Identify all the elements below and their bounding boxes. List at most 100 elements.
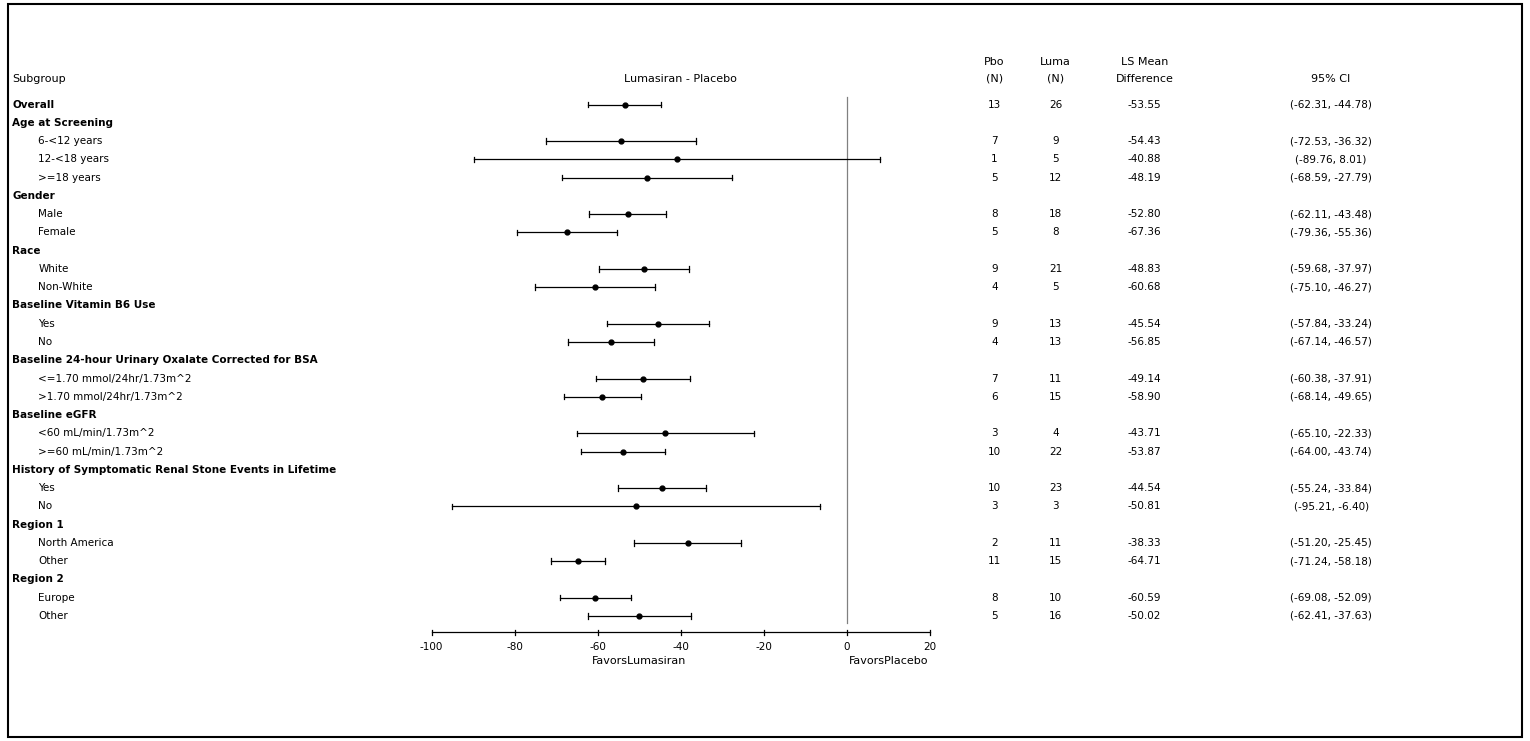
- Text: 5: 5: [1053, 282, 1059, 292]
- Text: -48.83: -48.83: [1128, 264, 1161, 274]
- Text: No: No: [38, 337, 52, 347]
- Text: 9: 9: [1053, 136, 1059, 146]
- Text: 23: 23: [1050, 483, 1062, 493]
- Text: <60 mL/min/1.73m^2: <60 mL/min/1.73m^2: [38, 428, 155, 438]
- Text: 12-<18 years: 12-<18 years: [38, 154, 109, 165]
- Text: No: No: [38, 502, 52, 511]
- Text: 95% CI: 95% CI: [1311, 73, 1351, 84]
- Text: -67.36: -67.36: [1128, 227, 1161, 237]
- Text: North America: North America: [38, 538, 113, 548]
- Text: (-72.53, -36.32): (-72.53, -36.32): [1290, 136, 1372, 146]
- Text: Region 2: Region 2: [12, 574, 64, 585]
- Text: Subgroup: Subgroup: [12, 73, 66, 84]
- Text: Age at Screening: Age at Screening: [12, 118, 113, 128]
- Text: -56.85: -56.85: [1128, 337, 1161, 347]
- Text: -54.43: -54.43: [1128, 136, 1161, 146]
- Text: 11: 11: [988, 556, 1001, 566]
- Text: 11: 11: [1050, 538, 1062, 548]
- Text: 4: 4: [1053, 428, 1059, 438]
- Text: (-65.10, -22.33): (-65.10, -22.33): [1290, 428, 1372, 438]
- Text: (-95.21, -6.40): (-95.21, -6.40): [1293, 502, 1369, 511]
- Text: -53.55: -53.55: [1128, 99, 1161, 110]
- Text: -49.14: -49.14: [1128, 373, 1161, 384]
- Text: Yes: Yes: [38, 483, 55, 493]
- Text: Baseline 24-hour Urinary Oxalate Corrected for BSA: Baseline 24-hour Urinary Oxalate Correct…: [12, 355, 318, 365]
- Text: 3: 3: [991, 502, 998, 511]
- Text: >1.70 mmol/24hr/1.73m^2: >1.70 mmol/24hr/1.73m^2: [38, 392, 184, 402]
- Text: -52.80: -52.80: [1128, 209, 1161, 219]
- Text: Pbo: Pbo: [984, 57, 1005, 67]
- Text: -38.33: -38.33: [1128, 538, 1161, 548]
- Text: (-57.84, -33.24): (-57.84, -33.24): [1290, 319, 1372, 329]
- Text: 7: 7: [991, 373, 998, 384]
- Text: >=18 years: >=18 years: [38, 173, 101, 183]
- Text: -60: -60: [589, 642, 606, 652]
- Text: (-68.59, -27.79): (-68.59, -27.79): [1290, 173, 1372, 183]
- Text: (-79.36, -55.36): (-79.36, -55.36): [1290, 227, 1372, 237]
- Text: White: White: [38, 264, 69, 274]
- Text: (-59.68, -37.97): (-59.68, -37.97): [1290, 264, 1372, 274]
- Text: Overall: Overall: [12, 99, 55, 110]
- Text: 4: 4: [991, 282, 998, 292]
- Text: -60.59: -60.59: [1128, 593, 1161, 602]
- Text: -20: -20: [756, 642, 773, 652]
- Text: 0: 0: [843, 642, 851, 652]
- Text: -44.54: -44.54: [1128, 483, 1161, 493]
- Text: 12: 12: [1050, 173, 1062, 183]
- Text: 5: 5: [991, 173, 998, 183]
- Text: Lumasiran - Placebo: Lumasiran - Placebo: [624, 73, 737, 84]
- Text: LS Mean: LS Mean: [1121, 57, 1167, 67]
- Text: Baseline Vitamin B6 Use: Baseline Vitamin B6 Use: [12, 300, 156, 310]
- Text: (-64.00, -43.74): (-64.00, -43.74): [1290, 447, 1372, 456]
- Text: 16: 16: [1050, 611, 1062, 621]
- Text: (N): (N): [1047, 73, 1065, 84]
- Text: (-51.20, -25.45): (-51.20, -25.45): [1290, 538, 1372, 548]
- Text: 13: 13: [1050, 337, 1062, 347]
- Text: -50.02: -50.02: [1128, 611, 1161, 621]
- Text: Non-White: Non-White: [38, 282, 93, 292]
- Text: Other: Other: [38, 556, 67, 566]
- Text: Race: Race: [12, 246, 41, 256]
- Text: 3: 3: [991, 428, 998, 438]
- Text: (-55.24, -33.84): (-55.24, -33.84): [1290, 483, 1372, 493]
- Text: <=1.70 mmol/24hr/1.73m^2: <=1.70 mmol/24hr/1.73m^2: [38, 373, 191, 384]
- Text: (-60.38, -37.91): (-60.38, -37.91): [1290, 373, 1372, 384]
- Text: -64.71: -64.71: [1128, 556, 1161, 566]
- Text: (-68.14, -49.65): (-68.14, -49.65): [1290, 392, 1372, 402]
- Text: -53.87: -53.87: [1128, 447, 1161, 456]
- Text: Europe: Europe: [38, 593, 75, 602]
- Text: -43.71: -43.71: [1128, 428, 1161, 438]
- Text: FavorsPlacebo: FavorsPlacebo: [849, 656, 929, 666]
- Text: 26: 26: [1050, 99, 1062, 110]
- Text: Luma: Luma: [1040, 57, 1071, 67]
- Text: 3: 3: [1053, 502, 1059, 511]
- Text: 8: 8: [991, 593, 998, 602]
- Text: 1: 1: [991, 154, 998, 165]
- Text: (-62.31, -44.78): (-62.31, -44.78): [1290, 99, 1372, 110]
- Text: (-89.76, 8.01): (-89.76, 8.01): [1296, 154, 1366, 165]
- Text: FavorsLumasiran: FavorsLumasiran: [592, 656, 687, 666]
- Text: (-71.24, -58.18): (-71.24, -58.18): [1290, 556, 1372, 566]
- Text: 9: 9: [991, 264, 998, 274]
- Text: 6: 6: [991, 392, 998, 402]
- Text: -40: -40: [672, 642, 690, 652]
- Text: 15: 15: [1050, 556, 1062, 566]
- Text: (N): (N): [985, 73, 1004, 84]
- Text: 15: 15: [1050, 392, 1062, 402]
- Text: -100: -100: [421, 642, 444, 652]
- Text: -50.81: -50.81: [1128, 502, 1161, 511]
- Text: 7: 7: [991, 136, 998, 146]
- Text: 5: 5: [1053, 154, 1059, 165]
- Text: 18: 18: [1050, 209, 1062, 219]
- Text: 4: 4: [991, 337, 998, 347]
- Text: 5: 5: [991, 611, 998, 621]
- Text: (-75.10, -46.27): (-75.10, -46.27): [1290, 282, 1372, 292]
- Text: (-67.14, -46.57): (-67.14, -46.57): [1290, 337, 1372, 347]
- Text: -48.19: -48.19: [1128, 173, 1161, 183]
- Text: -80: -80: [506, 642, 523, 652]
- Text: Female: Female: [38, 227, 76, 237]
- Text: 8: 8: [991, 209, 998, 219]
- Text: Difference: Difference: [1115, 73, 1174, 84]
- Text: -40.88: -40.88: [1128, 154, 1161, 165]
- Text: Male: Male: [38, 209, 63, 219]
